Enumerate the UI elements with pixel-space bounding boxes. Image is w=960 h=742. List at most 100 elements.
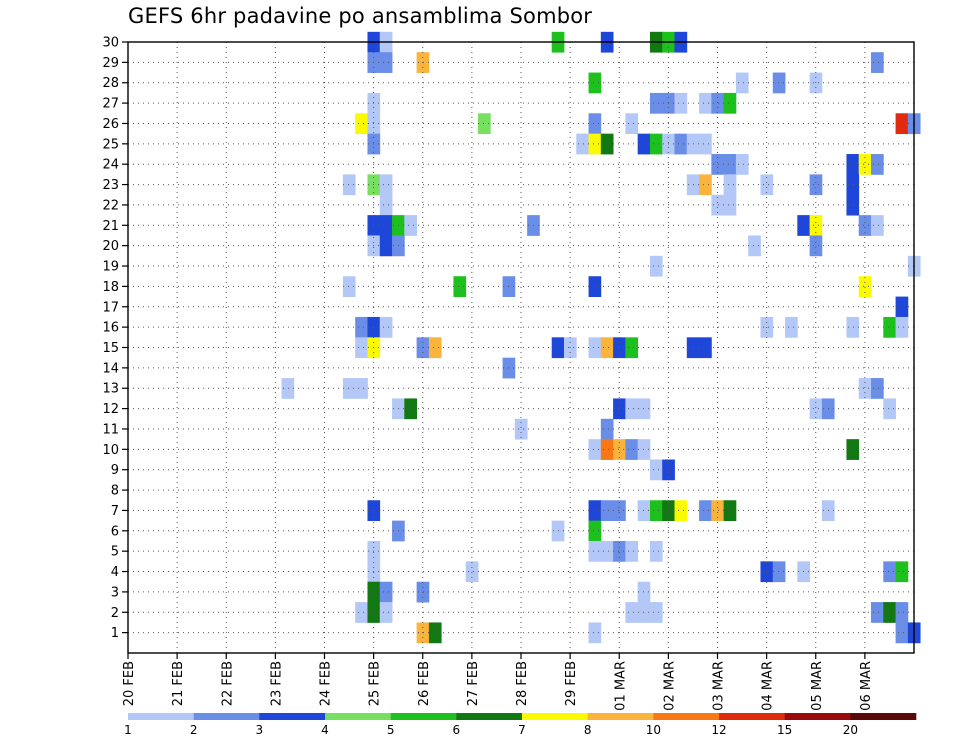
y-tick-label: 18 [102,280,119,295]
y-tick-label: 11 [102,422,119,437]
x-tick-label: 28 FEB [515,661,530,706]
legend-label: 7 [518,723,526,737]
heatmap-cell [649,459,663,481]
y-tick-label: 30 [102,36,119,51]
heatmap-cell [600,500,614,522]
heatmap-cell [625,540,639,562]
legend-label: 1 [124,723,132,737]
heatmap-cell [772,72,786,94]
heatmap-cell [649,500,663,522]
y-tick-label: 28 [102,76,119,91]
heatmap-cell [699,174,712,196]
heatmap-cell [576,133,589,155]
heatmap-cell [858,276,872,297]
heatmap-cell [871,378,884,399]
x-tick-label: 20 FEB [122,661,137,706]
legend-label: 3 [256,723,264,737]
y-tick-label: 6 [111,524,119,539]
y-tick-label: 2 [111,606,119,621]
y-tick-label: 25 [102,137,119,152]
heatmap-cell [711,500,725,522]
heatmap-cell [674,92,688,114]
legend-label: 4 [321,723,329,737]
legend-label: 12 [711,723,726,737]
heatmap-cell [600,337,614,359]
y-axis-ticks: 1234567891011121314151617181920212223242… [102,36,128,641]
x-tick-label: 06 MAR [859,661,874,711]
x-tick-label: 27 FEB [466,661,481,706]
x-tick-label: 24 FEB [319,661,334,706]
heatmap-cell [355,378,368,399]
legend-swatch [653,713,720,720]
x-tick-label: 05 MAR [810,661,825,711]
heatmap-cell [404,215,418,236]
x-tick-label: 02 MAR [662,661,677,711]
heatmap-cell [600,133,614,155]
heatmap-cell [342,174,356,196]
y-tick-label: 1 [111,626,119,641]
heatmap-cell [895,602,909,623]
legend-swatch [784,713,851,720]
heatmap-cell [699,337,712,359]
heatmap-cell [379,316,393,338]
heatmap-cell [809,398,823,420]
legend-label: 2 [190,723,198,737]
heatmap-cell [355,602,368,623]
heatmap-cell [625,337,639,359]
heatmap-cell [871,52,884,73]
heatmap-cell [871,215,884,236]
heatmap-cell [428,337,442,359]
heatmap-cell [846,439,860,460]
heatmap-cell [600,439,614,460]
y-tick-label: 12 [102,402,119,417]
y-tick-label: 9 [111,463,119,478]
heatmap-cell [404,398,418,420]
heatmap-cell [711,154,725,175]
heatmap-cell [625,439,639,460]
heatmap-cell [355,337,368,359]
heatmap-cell [846,174,860,196]
heatmap-cell [588,133,602,155]
y-tick-label: 27 [102,97,119,112]
x-tick-label: 29 FEB [564,661,579,706]
heatmap-cell [453,276,467,297]
legend-swatch [587,713,654,720]
heatmap-cell [846,316,860,338]
heatmap-cell [637,133,651,155]
heatmap-cell [699,500,712,522]
legend-swatch [390,713,457,720]
heatmap-cell [723,500,737,522]
heatmap-cell [613,398,626,420]
legend-swatch [456,713,523,720]
legend-swatch [193,713,260,720]
heatmap-cell [478,113,491,135]
legend-swatch [128,713,194,720]
y-tick-label: 13 [102,382,119,397]
heatmap-cell [588,520,602,542]
heatmap-cell [588,622,602,644]
heatmap-cell [723,92,737,114]
heatmap-cell [674,133,688,155]
heatmap-cell [600,540,614,562]
heatmap-cell [858,154,872,175]
heatmap-cell [613,540,626,562]
heatmap-cell [355,113,368,135]
heatmap-cell [637,581,651,603]
heatmap-cell [649,540,663,562]
y-tick-label: 26 [102,117,119,132]
legend-swatch [850,713,917,720]
y-tick-label: 22 [102,198,119,213]
heatmap-cell [379,215,393,236]
y-tick-label: 7 [111,504,119,519]
heatmap-cell [809,235,823,257]
y-tick-label: 4 [111,565,119,580]
legend: 1 2 3 4 5 6 7 8 10 12 15 20 [124,713,917,737]
heatmap-cell [588,113,602,135]
heatmap-cell [895,622,909,644]
heatmap-cell [625,398,639,420]
heatmap-cell [895,296,909,318]
legend-label: 10 [646,723,661,737]
heatmap-cell [428,622,442,644]
heatmap-cell [588,500,602,522]
